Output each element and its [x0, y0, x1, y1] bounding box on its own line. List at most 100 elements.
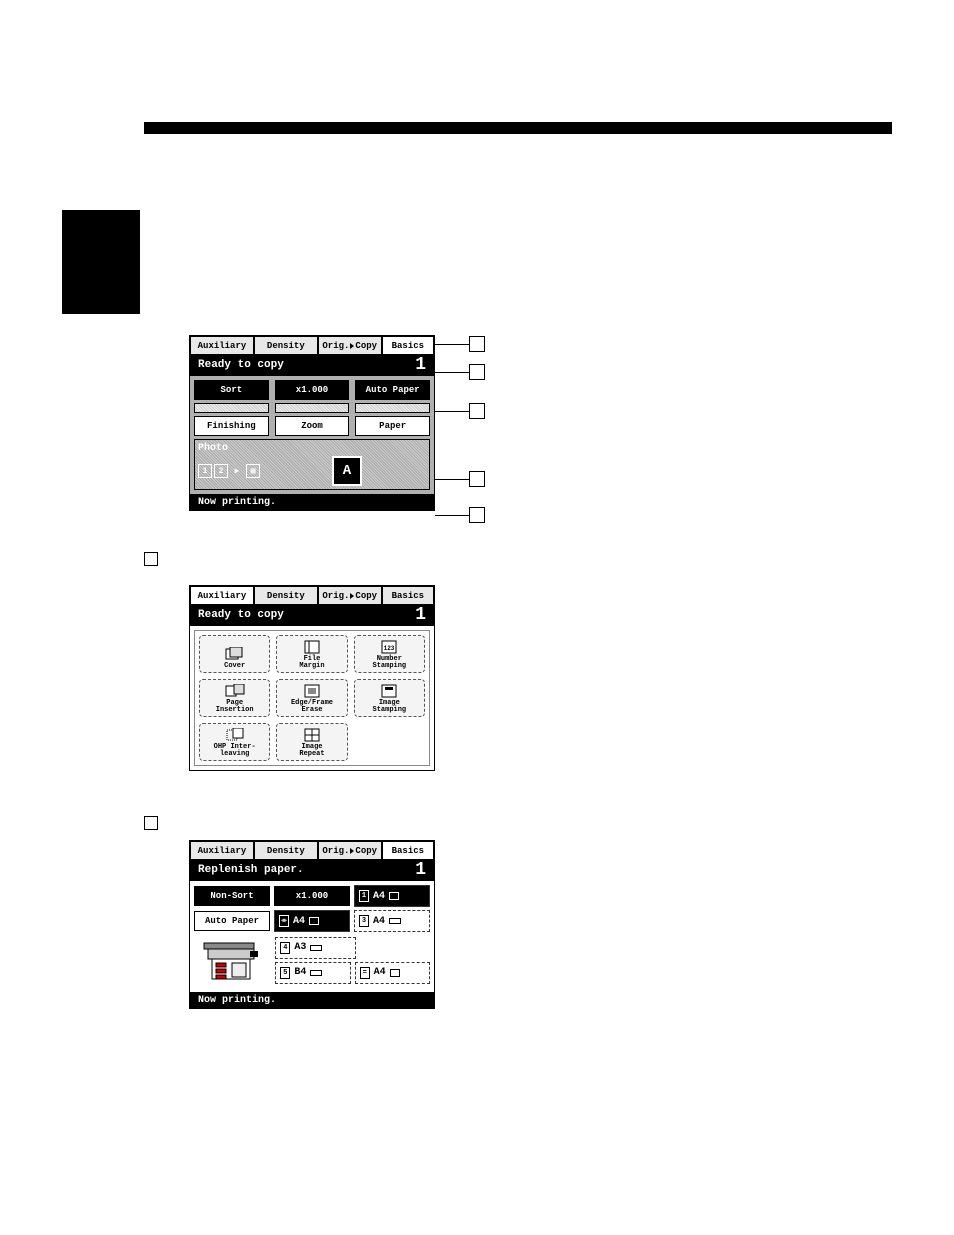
orientation-landscape-icon: [310, 970, 322, 976]
callout-marker-1: [469, 336, 485, 352]
sort-button[interactable]: Sort: [194, 380, 269, 400]
callout-line-3: [435, 411, 469, 412]
paper-tray-5[interactable]: 5 B4: [275, 962, 350, 984]
auto-paper-button[interactable]: Auto Paper: [355, 380, 430, 400]
zoom-indicator: [275, 403, 350, 413]
tray-lock-icon: ⌯: [279, 915, 289, 927]
orig-copy-mode-area: Photo 1 2 ▶ ▦ A: [194, 439, 430, 490]
list-bullet-2: [144, 816, 158, 830]
tab-copy-label: Copy: [355, 341, 377, 351]
tray-num-icon: 3: [359, 915, 369, 927]
aux-button-page-insertion[interactable]: PageInsertion: [199, 679, 270, 717]
tray-size: A4: [373, 891, 385, 902]
tray-size: A3: [294, 942, 306, 953]
orientation-portrait-icon: [309, 917, 319, 925]
aux-button-edge-frame-erase[interactable]: Edge/FrameErase: [276, 679, 347, 717]
zoom-button[interactable]: Zoom: [275, 416, 350, 436]
photo-label: Photo: [198, 443, 426, 454]
list-bullet-1: [144, 552, 158, 566]
copier-diagram-icon: [198, 935, 268, 985]
orientation-portrait-icon: [389, 892, 399, 900]
tab-orig-label: Orig.: [322, 846, 349, 856]
tab-basics[interactable]: Basics: [382, 336, 434, 354]
panel-body: Sort x1.000 Auto Paper Finishing Zoom Pa…: [190, 376, 434, 494]
aux-button-ohp-inter-leaving[interactable]: OHP Inter-leaving: [199, 723, 270, 761]
status-text: Ready to copy: [198, 609, 284, 621]
aux-empty-cell: [354, 723, 425, 761]
chapter-thumb-block: [62, 210, 140, 314]
tray-num-icon: 5: [280, 967, 290, 979]
status-text: Replenish paper.: [198, 864, 304, 876]
status-bar: Replenish paper. 1: [190, 859, 434, 881]
tab-orig-copy[interactable]: Orig. Copy: [318, 586, 382, 604]
tab-bar: Auxiliary Density Orig. Copy Basics: [190, 841, 434, 859]
aux-button-file-margin[interactable]: FileMargin: [276, 635, 347, 673]
paper-tray-2[interactable]: ⌯ A4: [274, 910, 350, 932]
orientation-landscape-icon: [389, 918, 401, 924]
copy-icon: ▦: [246, 464, 260, 478]
tray-num-icon: 4: [280, 942, 290, 954]
tab-auxiliary[interactable]: Auxiliary: [190, 841, 254, 859]
callout-marker-5: [469, 507, 485, 523]
paper-button[interactable]: Paper: [355, 416, 430, 436]
callout-line-5: [435, 515, 469, 516]
zoom-value-button[interactable]: x1.000: [275, 380, 350, 400]
footer-status: Now printing.: [190, 494, 434, 510]
paper-tray-4[interactable]: 4 A3: [275, 937, 355, 959]
arrow-icon: ▶: [230, 464, 244, 478]
callout-line-4: [435, 479, 469, 480]
tab-auxiliary[interactable]: Auxiliary: [190, 586, 254, 604]
callout-marker-2: [469, 364, 485, 380]
lcd-panel-basics: Auxiliary Density Orig. Copy Basics Read…: [189, 335, 435, 511]
aux-button-cover[interactable]: Cover: [199, 635, 270, 673]
tab-density[interactable]: Density: [254, 841, 318, 859]
tab-basics[interactable]: Basics: [382, 841, 434, 859]
aux-button-number-stamping[interactable]: 123NumberStamping: [354, 635, 425, 673]
paper-tray-1[interactable]: 1 A4: [354, 885, 430, 907]
orientation-portrait-icon: [390, 969, 400, 977]
chevron-right-icon: [350, 848, 354, 854]
aux-button-image-stamping[interactable]: ImageStamping: [354, 679, 425, 717]
status-bar: Ready to copy 1: [190, 604, 434, 626]
tab-orig-copy[interactable]: Orig. Copy: [318, 841, 382, 859]
copy-count: 1: [415, 860, 426, 880]
lcd-panel-paper: Auxiliary Density Orig. Copy Basics Repl…: [189, 840, 435, 1009]
tab-bar: Auxiliary Density Orig. Copy Basics: [190, 586, 434, 604]
paper-tray-3[interactable]: 3 A4: [354, 910, 430, 932]
paper-indicator: [355, 403, 430, 413]
tab-density[interactable]: Density: [254, 336, 318, 354]
tab-orig-label: Orig.: [322, 591, 349, 601]
lcd-panel-auxiliary: Auxiliary Density Orig. Copy Basics Read…: [189, 585, 435, 771]
copy-count: 1: [415, 355, 426, 375]
svg-text:123: 123: [384, 645, 395, 652]
tab-copy-label: Copy: [355, 846, 377, 856]
finishing-button[interactable]: Finishing: [194, 416, 269, 436]
panel-body: Non-Sort x1.000 1 A4 Auto Paper ⌯ A4 3 A…: [190, 881, 434, 992]
tray-size: A4: [293, 916, 305, 927]
non-sort-button[interactable]: Non-Sort: [194, 886, 270, 906]
tray-bypass-icon: =: [360, 967, 370, 979]
chevron-right-icon: [350, 593, 354, 599]
tab-orig-label: Orig.: [322, 341, 349, 351]
tray-size: A4: [374, 967, 386, 978]
tab-bar: Auxiliary Density Orig. Copy Basics: [190, 336, 434, 354]
tray-num-icon: 1: [359, 890, 369, 902]
finishing-indicator: [194, 403, 269, 413]
footer-status: Now printing.: [190, 992, 434, 1008]
status-bar: Ready to copy 1: [190, 354, 434, 376]
zoom-value-button[interactable]: x1.000: [274, 886, 350, 906]
tab-copy-label: Copy: [355, 591, 377, 601]
panel-body: CoverFileMargin123NumberStamping PageInse…: [190, 626, 434, 770]
copy-count: 1: [415, 605, 426, 625]
top-divider: [144, 122, 892, 134]
paper-tray-bypass[interactable]: = A4: [355, 962, 430, 984]
tab-basics[interactable]: Basics: [382, 586, 434, 604]
orig-icon-2: 2: [214, 464, 228, 478]
tab-density[interactable]: Density: [254, 586, 318, 604]
callout-line-1: [435, 344, 469, 345]
aux-button-image-repeat[interactable]: ImageRepeat: [276, 723, 347, 761]
tab-auxiliary[interactable]: Auxiliary: [190, 336, 254, 354]
tab-orig-copy[interactable]: Orig. Copy: [318, 336, 382, 354]
auto-paper-button[interactable]: Auto Paper: [194, 911, 270, 931]
orig-copy-icons: 1 2 ▶ ▦: [198, 464, 260, 478]
